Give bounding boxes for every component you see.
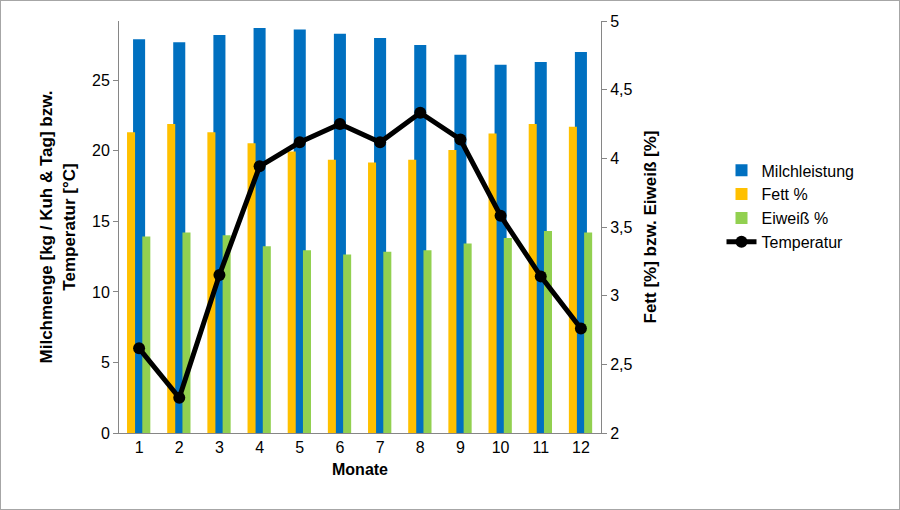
svg-text:20: 20 bbox=[92, 142, 110, 159]
svg-text:4: 4 bbox=[255, 439, 264, 456]
svg-text:4,5: 4,5 bbox=[610, 81, 632, 98]
svg-text:8: 8 bbox=[416, 439, 425, 456]
svg-text:6: 6 bbox=[335, 439, 344, 456]
svg-text:7: 7 bbox=[376, 439, 385, 456]
svg-text:15: 15 bbox=[92, 213, 110, 230]
svg-text:1: 1 bbox=[135, 439, 144, 456]
svg-text:3: 3 bbox=[610, 287, 619, 304]
svg-text:5: 5 bbox=[610, 13, 619, 30]
svg-text:3: 3 bbox=[215, 439, 224, 456]
svg-text:5: 5 bbox=[295, 439, 304, 456]
svg-text:2,5: 2,5 bbox=[610, 356, 632, 373]
svg-text:Eiweiß %: Eiweiß % bbox=[762, 210, 829, 227]
svg-text:9: 9 bbox=[456, 439, 465, 456]
svg-text:11: 11 bbox=[532, 439, 549, 456]
svg-text:25: 25 bbox=[92, 72, 110, 89]
svg-text:12: 12 bbox=[572, 439, 590, 456]
svg-text:Fett %: Fett % bbox=[762, 186, 808, 203]
svg-text:10: 10 bbox=[92, 284, 110, 301]
svg-text:Monate: Monate bbox=[332, 461, 388, 478]
svg-text:0: 0 bbox=[101, 425, 110, 442]
svg-text:2: 2 bbox=[175, 439, 184, 456]
svg-text:5: 5 bbox=[101, 354, 110, 371]
svg-text:Temperatur: Temperatur bbox=[762, 234, 844, 251]
svg-text:Milchmenge [kg / Kuh & Tag] bz: Milchmenge [kg / Kuh & Tag] bzw.Temperat… bbox=[37, 91, 78, 364]
svg-text:3,5: 3,5 bbox=[610, 219, 632, 236]
svg-text:10: 10 bbox=[492, 439, 510, 456]
svg-text:Fett [%] bzw. Eiweiß [%]: Fett [%] bzw. Eiweiß [%] bbox=[641, 131, 660, 324]
svg-text:2: 2 bbox=[610, 425, 619, 442]
svg-text:Milchleistung: Milchleistung bbox=[762, 163, 854, 180]
svg-text:4: 4 bbox=[610, 150, 619, 167]
